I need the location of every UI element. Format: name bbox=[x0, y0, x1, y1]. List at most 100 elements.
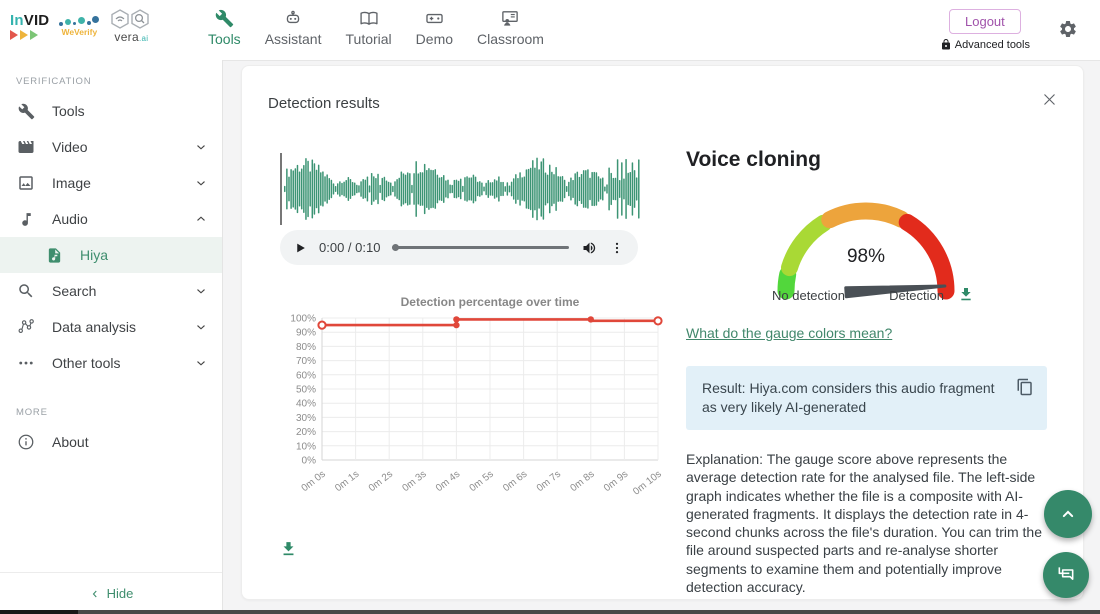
scroll-top-fab[interactable] bbox=[1044, 490, 1092, 538]
svg-text:0m 6s: 0m 6s bbox=[501, 469, 529, 494]
advanced-tools-toggle[interactable]: Advanced tools bbox=[940, 38, 1030, 51]
sidebar-label-image: Image bbox=[52, 175, 91, 191]
sidebar-item-image[interactable]: Image bbox=[0, 165, 222, 201]
invid-logo-vid: VID bbox=[23, 11, 50, 29]
copy-icon bbox=[1017, 378, 1032, 396]
chevron-down-icon bbox=[197, 181, 205, 186]
top-header: InVID WeVerify bbox=[0, 0, 1100, 60]
veraai-logo: vera.ai bbox=[109, 9, 153, 43]
copy-result-button[interactable] bbox=[1016, 378, 1034, 401]
svg-text:0m 8s: 0m 8s bbox=[568, 469, 596, 494]
nav-item-assistant[interactable]: Assistant bbox=[265, 9, 322, 47]
volume-icon[interactable] bbox=[581, 240, 598, 256]
svg-text:0m 2s: 0m 2s bbox=[367, 469, 395, 494]
lock-icon bbox=[941, 39, 950, 50]
sidebar-item-about[interactable]: About bbox=[0, 424, 222, 460]
close-dialog-button[interactable] bbox=[1042, 92, 1057, 112]
chevron-down-icon bbox=[197, 361, 205, 366]
download-gauge-button[interactable] bbox=[958, 286, 974, 305]
close-icon bbox=[1044, 94, 1055, 105]
sidebar-section-verification: VERIFICATION bbox=[16, 76, 92, 87]
sidebar-item-tools[interactable]: Tools bbox=[0, 93, 222, 129]
sidebar-label-other-tools: Other tools bbox=[52, 355, 121, 371]
chat-fab[interactable] bbox=[1043, 552, 1089, 598]
gamepad-icon bbox=[426, 13, 443, 24]
music-note-icon bbox=[16, 209, 36, 229]
sidebar-label-audio: Audio bbox=[52, 211, 88, 227]
bottom-edge-bar bbox=[0, 610, 1100, 614]
invid-logo: InVID bbox=[10, 13, 49, 40]
chevron-up-icon bbox=[1062, 510, 1074, 518]
nav-label-classroom: Classroom bbox=[477, 31, 544, 47]
nav-item-demo[interactable]: Demo bbox=[416, 9, 453, 47]
audio-waveform[interactable] bbox=[280, 153, 640, 225]
main-area: Detection results 0:00 / 0:10 Detection … bbox=[223, 60, 1100, 614]
classroom-icon bbox=[502, 11, 519, 26]
gauge-labels: No detection Detection bbox=[772, 286, 974, 305]
wrench-icon bbox=[215, 9, 234, 28]
nav-label-classroom-demo: Demo bbox=[415, 31, 454, 47]
gauge-colors-help-link[interactable]: What do the gauge colors mean? bbox=[686, 325, 893, 341]
svg-text:0m 5s: 0m 5s bbox=[468, 469, 496, 494]
gauge-left-label: No detection bbox=[772, 288, 845, 303]
chevron-up-icon bbox=[197, 216, 205, 221]
svg-text:60%: 60% bbox=[296, 370, 316, 381]
top-nav: Tools Assistant Tutorial Demo Classroom bbox=[208, 9, 544, 47]
svg-text:Detection percentage over time: Detection percentage over time bbox=[401, 295, 580, 309]
header-right-controls: Logout Advanced tools bbox=[940, 9, 1030, 51]
invid-triangles-icon bbox=[10, 29, 49, 40]
gauge-title: Voice cloning bbox=[686, 148, 821, 171]
more-dots-icon bbox=[16, 353, 36, 373]
nav-label-tutorial: Tutorial bbox=[345, 31, 392, 47]
vera-logo-text: vera bbox=[114, 30, 139, 44]
player-time: 0:00 / 0:10 bbox=[319, 240, 381, 255]
result-text: Result: Hiya.com considers this audio fr… bbox=[702, 380, 995, 415]
sidebar-label-tools: Tools bbox=[52, 103, 85, 119]
settings-button[interactable] bbox=[1058, 19, 1078, 44]
player-seekbar[interactable] bbox=[392, 244, 569, 250]
wrench-icon bbox=[16, 101, 36, 121]
chevron-down-icon bbox=[197, 289, 205, 294]
download-icon bbox=[283, 542, 294, 556]
nav-label-assistant: Assistant bbox=[264, 31, 322, 47]
gauge-value: 98% bbox=[847, 246, 885, 267]
nav-item-tutorial[interactable]: Tutorial bbox=[346, 9, 392, 47]
play-button[interactable] bbox=[294, 241, 307, 255]
svg-text:90%: 90% bbox=[296, 328, 316, 339]
robot-icon bbox=[286, 10, 300, 24]
gauge-right-label: Detection bbox=[889, 288, 944, 303]
weverify-logo: WeVerify bbox=[59, 15, 100, 38]
sidebar-label-data-analysis: Data analysis bbox=[52, 319, 137, 335]
sidebar-item-data-analysis[interactable]: Data analysis bbox=[0, 309, 222, 345]
sidebar-item-search[interactable]: Search bbox=[0, 273, 222, 309]
sidebar-item-audio[interactable]: Audio bbox=[0, 201, 222, 237]
scatter-network-icon bbox=[16, 317, 36, 337]
nav-item-tools[interactable]: Tools bbox=[208, 9, 241, 47]
sidebar-hide-button[interactable]: Hide bbox=[0, 572, 222, 614]
book-icon bbox=[359, 11, 378, 25]
chevron-down-icon bbox=[197, 325, 205, 330]
audio-player: 0:00 / 0:10 bbox=[280, 230, 638, 265]
detection-results-dialog: Detection results 0:00 / 0:10 Detection … bbox=[241, 65, 1084, 600]
sidebar-item-other-tools[interactable]: Other tools bbox=[0, 345, 222, 381]
logout-button[interactable]: Logout bbox=[949, 9, 1021, 34]
player-menu-button[interactable] bbox=[610, 240, 624, 256]
svg-text:0m 9s: 0m 9s bbox=[602, 469, 630, 494]
download-chart-button[interactable] bbox=[280, 540, 297, 562]
film-icon bbox=[16, 137, 36, 157]
weverify-logo-text: WeVerify bbox=[61, 27, 98, 38]
chat-icon bbox=[1058, 567, 1074, 580]
weverify-dots-icon bbox=[59, 15, 100, 27]
svg-text:0m 3s: 0m 3s bbox=[400, 469, 428, 494]
nav-item-classroom[interactable]: Classroom bbox=[477, 9, 544, 47]
svg-text:0m 10s: 0m 10s bbox=[631, 469, 664, 498]
logo-group: InVID WeVerify bbox=[10, 9, 153, 43]
sidebar-label-video: Video bbox=[52, 139, 88, 155]
sidebar-label-about: About bbox=[52, 434, 89, 450]
sidebar-item-video[interactable]: Video bbox=[0, 129, 222, 165]
svg-text:0m 0s: 0m 0s bbox=[300, 469, 328, 494]
sidebar: VERIFICATION Tools Video Image Audio bbox=[0, 60, 223, 614]
sidebar-item-hiya[interactable]: Hiya bbox=[0, 237, 222, 273]
chevron-down-icon bbox=[197, 145, 205, 150]
